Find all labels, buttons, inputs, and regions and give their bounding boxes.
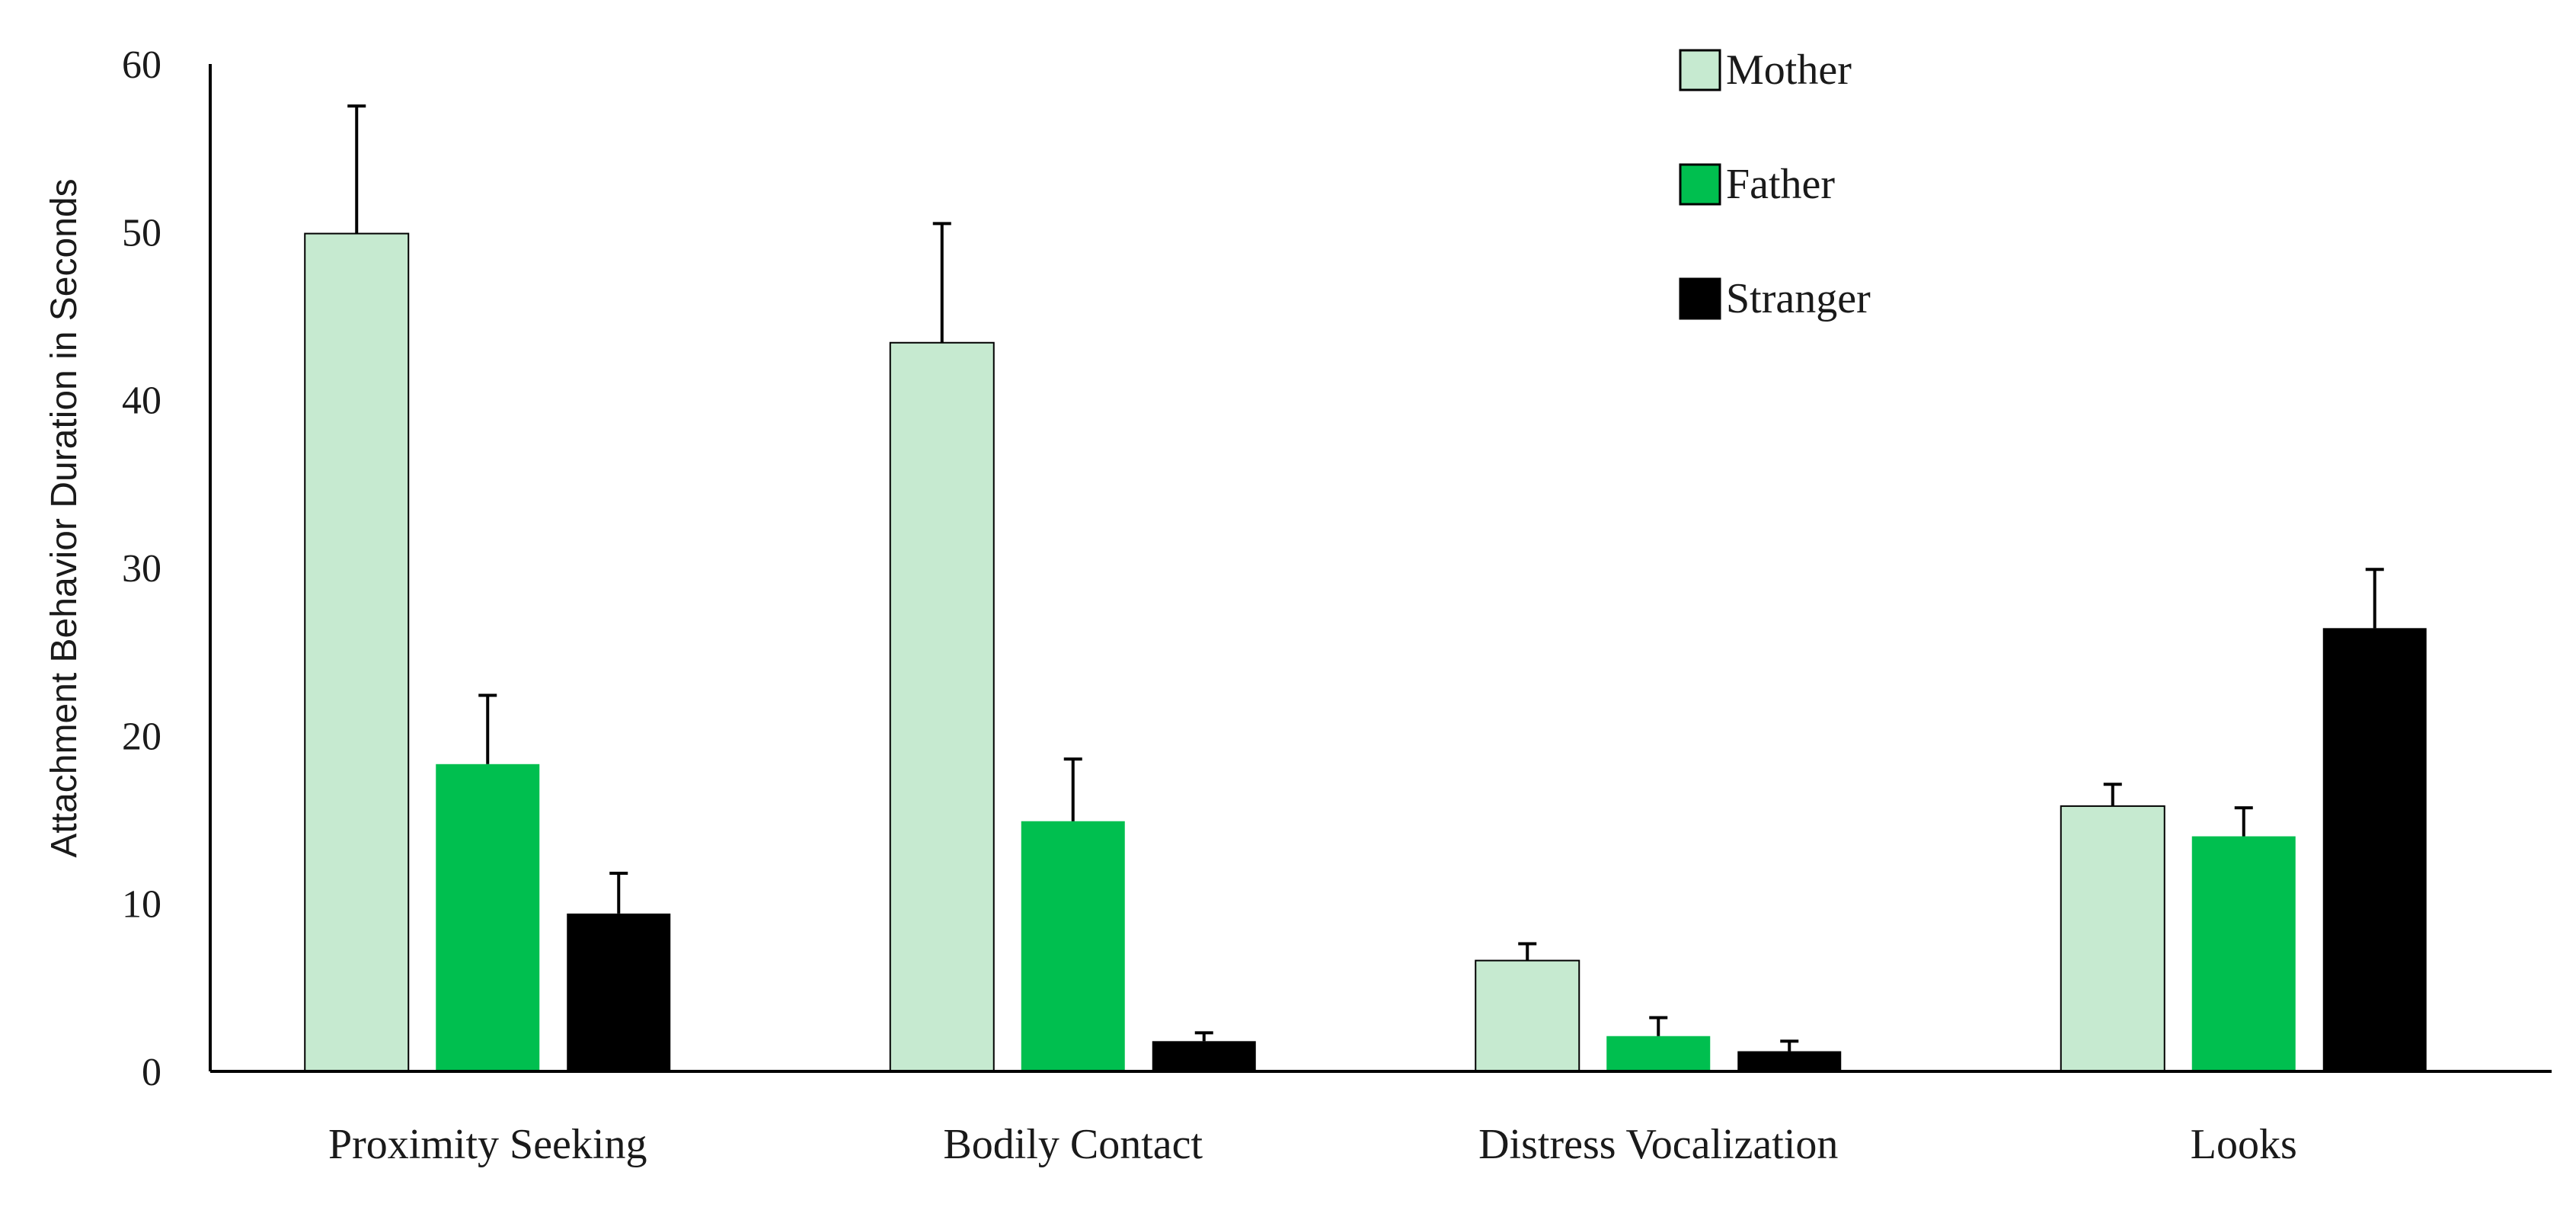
legend-swatch-father <box>1679 163 1721 206</box>
y-tick-label: 40 <box>122 379 161 423</box>
bar-stranger-1 <box>567 913 671 1071</box>
bar-father-4 <box>2191 836 2296 1071</box>
bar-father-2 <box>1021 821 1125 1071</box>
category-label: Looks <box>2191 1121 2297 1168</box>
bar-stranger-4 <box>2322 628 2427 1071</box>
legend-swatch-stranger <box>1679 277 1721 320</box>
y-axis-title: Attachment Behavior Duration in Seconds <box>44 178 85 857</box>
bar-mother-1 <box>304 232 410 1073</box>
category-label: Distress Vocalization <box>1478 1121 1838 1168</box>
bar-mother-4 <box>2060 805 2165 1072</box>
legend-label-stranger: Stranger <box>1726 275 1871 322</box>
y-tick-label: 20 <box>122 715 161 758</box>
bars <box>304 104 2427 1073</box>
legend-label-mother: Mother <box>1726 46 1852 94</box>
bar-mother-3 <box>1475 959 1580 1072</box>
y-tick-label: 60 <box>122 43 161 87</box>
x-axis: Proximity Seeking Bodily Contact Distress … <box>210 1070 2552 1168</box>
bar-mother-2 <box>889 341 995 1072</box>
y-tick-label: 10 <box>122 883 161 927</box>
y-tick-label: 50 <box>122 211 161 255</box>
category-label: Proximity Seeking <box>328 1121 647 1168</box>
bar-stranger-2 <box>1152 1041 1256 1071</box>
category-label: Bodily Contact <box>943 1121 1203 1168</box>
y-tick-label: 30 <box>122 547 161 591</box>
bar-father-3 <box>1606 1036 1711 1071</box>
legend: Mother Father Stranger <box>1679 46 1871 322</box>
legend-swatch-mother <box>1679 49 1721 91</box>
bar-stranger-3 <box>1737 1051 1842 1071</box>
bar-father-1 <box>436 764 540 1071</box>
legend-label-father: Father <box>1726 161 1835 208</box>
y-tick-label: 0 <box>142 1051 161 1094</box>
y-axis: 0 10 20 30 40 50 60 <box>122 43 212 1094</box>
